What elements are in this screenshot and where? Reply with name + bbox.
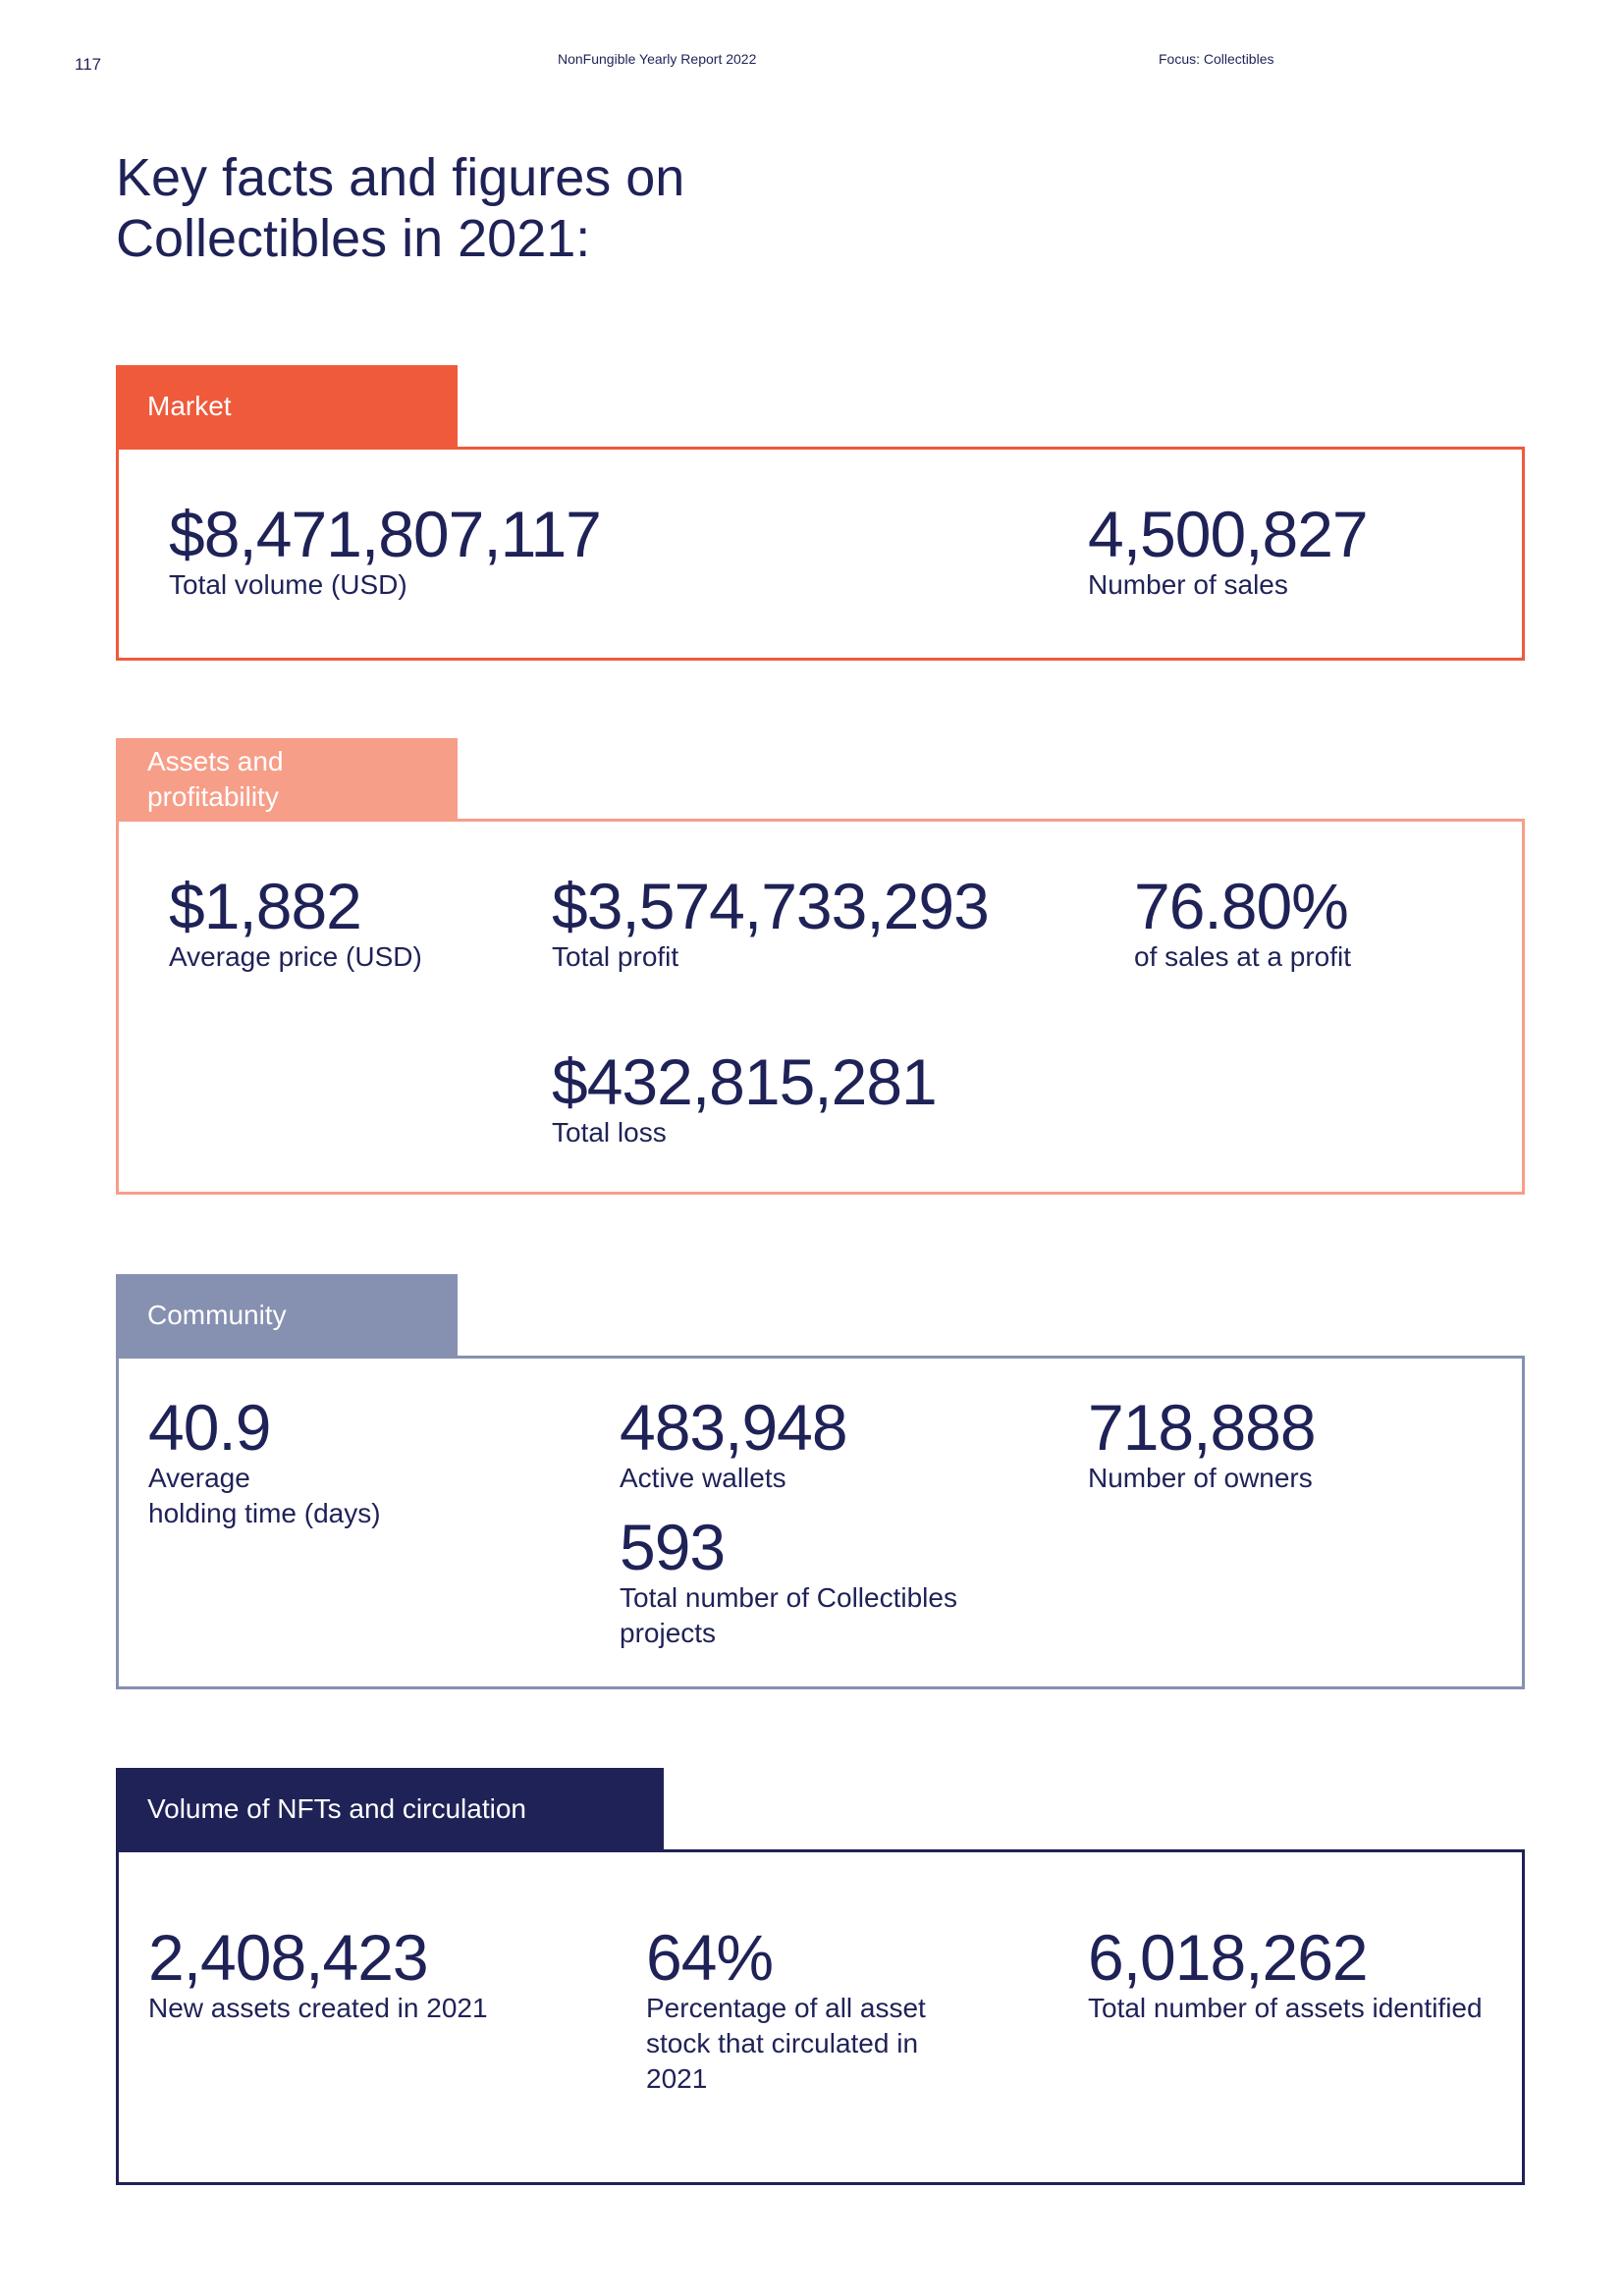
section-name: Focus: Collectibles: [1159, 51, 1274, 67]
section-box-volume: 2,408,423 New assets created in 2021 64%…: [116, 1849, 1525, 2185]
stat-total-assets-identified: 6,018,262 Total number of assets identif…: [1088, 1924, 1483, 2026]
stat-label: Average holding time (days): [148, 1461, 381, 1531]
section-label: Volume of NFTs and circulation: [147, 1793, 526, 1824]
stat-label: Total loss: [552, 1117, 667, 1148]
report-title: NonFungible Yearly Report 2022: [558, 51, 757, 67]
stat-sales-at-profit: 76.80% of sales at a profit: [1134, 873, 1351, 975]
stat-value: $3,574,733,293: [552, 870, 990, 942]
page-title: Key facts and figures on Collectibles in…: [116, 147, 684, 269]
stat-value: $8,471,807,117: [169, 498, 602, 570]
stat-value: 76.80%: [1134, 870, 1349, 942]
stat-label-line-3: 2021: [646, 2063, 708, 2094]
stat-value: 4,500,827: [1088, 498, 1369, 570]
section-tab-market: Market: [116, 365, 458, 448]
stat-label-line-1: Average: [148, 1463, 250, 1493]
section-label-line-1: Assets and: [147, 746, 284, 776]
section-tab-volume: Volume of NFTs and circulation: [116, 1768, 664, 1850]
stat-number-of-owners: 718,888 Number of owners: [1088, 1391, 1317, 1496]
stat-value: 64%: [646, 1921, 774, 1994]
stat-label-line-1: Percentage of all asset: [646, 1993, 926, 2023]
stat-label: Total profit: [552, 941, 679, 972]
stat-total-loss: $432,815,281 Total loss: [552, 1045, 938, 1150]
stat-average-price: $1,882 Average price (USD): [169, 873, 422, 975]
stat-value: 6,018,262: [1088, 1921, 1369, 1994]
stat-label: Percentage of all asset stock that circu…: [646, 1991, 926, 2097]
stat-total-volume: $8,471,807,117 Total volume (USD): [169, 498, 602, 603]
stat-label-line-2: holding time (days): [148, 1498, 381, 1528]
section-label: Assets and profitability: [147, 744, 284, 815]
stat-circulation-percentage: 64% Percentage of all asset stock that c…: [646, 1924, 926, 2097]
section-label: Community: [147, 1300, 287, 1330]
stat-number-of-sales: 4,500,827 Number of sales: [1088, 498, 1369, 603]
stat-value: 483,948: [620, 1391, 848, 1464]
stat-label-line-2: projects: [620, 1618, 717, 1648]
stat-average-holding-time: 40.9 Average holding time (days): [148, 1394, 381, 1531]
stat-label: Total number of assets identified: [1088, 1993, 1483, 2023]
stat-value: 2,408,423: [148, 1921, 429, 1994]
stat-total-profit: $3,574,733,293 Total profit: [552, 870, 990, 975]
stat-label: Average price (USD): [169, 941, 422, 972]
stat-label: New assets created in 2021: [148, 1993, 488, 2023]
page-title-line-2: Collectibles in 2021:: [116, 209, 591, 268]
stat-value: 718,888: [1088, 1391, 1317, 1464]
stat-label: of sales at a profit: [1134, 941, 1352, 972]
stat-label: Number of owners: [1088, 1463, 1313, 1493]
stat-value: 593: [620, 1511, 726, 1583]
stat-value: $432,815,281: [552, 1045, 938, 1118]
page-title-line-1: Key facts and figures on: [116, 148, 685, 207]
stat-new-assets: 2,408,423 New assets created in 2021: [148, 1924, 488, 2026]
section-box-community: 40.9 Average holding time (days) 483,948…: [116, 1356, 1525, 1689]
section-box-assets: $1,882 Average price (USD) $3,574,733,29…: [116, 819, 1525, 1195]
section-box-market: $8,471,807,117 Total volume (USD) 4,500,…: [116, 447, 1525, 661]
stat-label: Number of sales: [1088, 569, 1288, 600]
section-tab-community: Community: [116, 1274, 458, 1357]
stat-label: Total number of Collectibles projects: [620, 1580, 957, 1651]
section-tab-assets: Assets and profitability: [116, 738, 458, 821]
stat-label-line-2: stock that circulated in: [646, 2028, 919, 2058]
section-label-line-2: profitability: [147, 781, 279, 812]
stat-label-line-1: Total number of Collectibles: [620, 1582, 957, 1613]
stat-value: 40.9: [148, 1391, 271, 1464]
section-label: Market: [147, 391, 232, 421]
stat-active-wallets: 483,948 Active wallets: [620, 1391, 848, 1496]
stat-label: Active wallets: [620, 1463, 786, 1493]
page-number: 117: [75, 55, 102, 74]
stat-value: $1,882: [169, 870, 362, 942]
stat-label: Total volume (USD): [169, 569, 407, 600]
stat-total-projects: 593 Total number of Collectibles project…: [620, 1514, 957, 1651]
